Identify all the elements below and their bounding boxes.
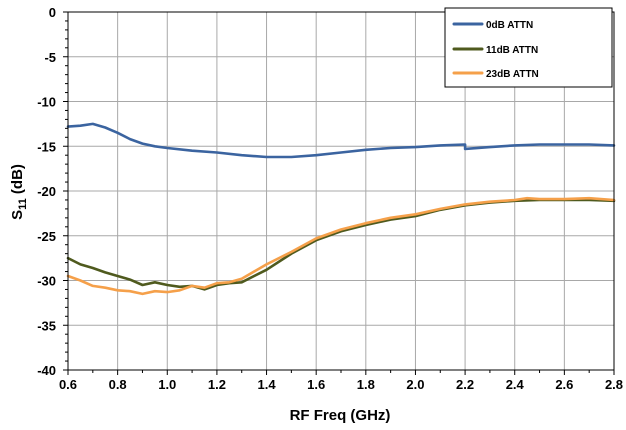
y-tick-labels: 0 -5 -10 -15 -20 -25 -30 -35 -40 bbox=[37, 5, 56, 378]
x-axis-title: RF Freq (GHz) bbox=[290, 407, 391, 424]
y-tick-label: -5 bbox=[44, 50, 56, 65]
y-tick-label: -25 bbox=[37, 229, 56, 244]
series-lines bbox=[66, 122, 616, 296]
legend: 0dB ATTN 11dB ATTN 23dB ATTN bbox=[444, 7, 613, 88]
y-tick-label: 0 bbox=[49, 5, 56, 20]
y-tick-label: -15 bbox=[37, 139, 56, 154]
y-tick-label: -30 bbox=[37, 274, 56, 289]
legend-label-11db: 11dB ATTN bbox=[486, 45, 538, 56]
x-tick-label: 0.6 bbox=[59, 377, 77, 392]
series-line-2 bbox=[66, 196, 616, 296]
x-tick-label: 1.6 bbox=[307, 377, 325, 392]
y-tick-label: -40 bbox=[37, 363, 56, 378]
y-tick-label: -10 bbox=[37, 95, 56, 110]
x-tick-label: 1.4 bbox=[258, 377, 277, 392]
x-tick-label: 2.4 bbox=[506, 377, 525, 392]
y-tick-label: -20 bbox=[37, 184, 56, 199]
x-tick-label: 1.0 bbox=[158, 377, 176, 392]
x-tick-label: 1.8 bbox=[357, 377, 375, 392]
x-tick-label: 2.0 bbox=[406, 377, 424, 392]
y-tick-label: -35 bbox=[37, 318, 56, 333]
x-tick-label: 2.8 bbox=[605, 377, 623, 392]
y-axis-title-main: S bbox=[9, 210, 26, 220]
x-tick-label: 2.2 bbox=[456, 377, 474, 392]
axis-ticks bbox=[63, 11, 615, 375]
y-axis-title: S11 (dB) bbox=[9, 164, 29, 220]
x-tick-label: 0.8 bbox=[109, 377, 127, 392]
legend-label-0db: 0dB ATTN bbox=[486, 20, 533, 31]
x-tick-label: 1.2 bbox=[208, 377, 226, 392]
series-line-0 bbox=[66, 122, 616, 159]
x-tick-labels: 0.6 0.8 1.0 1.2 1.4 1.6 1.8 2.0 2.2 2.4 2.6 2.8 bbox=[59, 377, 623, 392]
y-axis-title-subscript: 11 bbox=[17, 198, 29, 210]
x-tick-label: 2.6 bbox=[555, 377, 573, 392]
legend-label-23db: 23dB ATTN bbox=[486, 69, 539, 80]
y-axis-title-suffix: (dB) bbox=[9, 164, 26, 198]
